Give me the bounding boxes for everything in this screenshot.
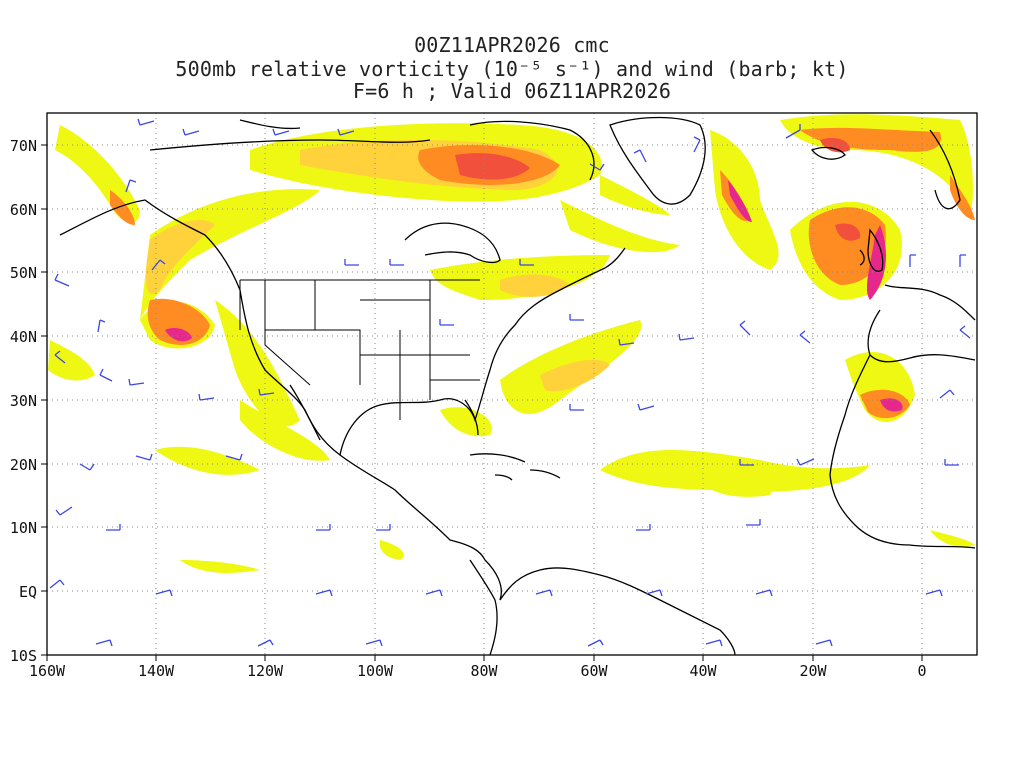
lat-label: 20N — [10, 456, 37, 474]
state-borders — [239, 279, 480, 420]
title-line-2: 500mb relative vorticity (10⁻⁵ s⁻¹) and … — [175, 57, 849, 81]
lon-label: 100W — [357, 662, 394, 680]
lon-label: 140W — [138, 662, 175, 680]
lat-lon-grid — [47, 113, 977, 655]
title-line-3: F=6 h ; Valid 06Z11APR2026 — [352, 79, 672, 103]
axis-ticks — [41, 144, 923, 661]
coastlines — [59, 116, 976, 655]
lon-labels: 160W 140W 120W 100W 80W 60W 40W 20W 0 — [29, 662, 927, 680]
plot-frame — [46, 112, 978, 656]
lon-label: 160W — [29, 662, 66, 680]
map-plot-area — [47, 113, 977, 655]
lat-label: 10S — [10, 647, 37, 665]
lon-label: 0 — [917, 662, 926, 680]
lat-label: 50N — [10, 264, 37, 282]
lon-label: 60W — [580, 662, 608, 680]
lon-label: 80W — [470, 662, 498, 680]
lat-labels: 10S EQ 10N 20N 30N 40N 50N 60N 70N — [10, 137, 37, 665]
lat-label: EQ — [19, 583, 37, 601]
wind-barbs — [49, 118, 971, 647]
lat-label: 60N — [10, 201, 37, 219]
lat-label: 10N — [10, 519, 37, 537]
lon-label: 20W — [799, 662, 827, 680]
lon-label: 40W — [689, 662, 717, 680]
lat-label: 40N — [10, 328, 37, 346]
lat-label: 30N — [10, 392, 37, 410]
title-line-1: 00Z11APR2026 cmc — [414, 33, 610, 57]
vorticity-shading-high — [110, 127, 975, 419]
lat-label: 70N — [10, 137, 37, 155]
lon-label: 120W — [247, 662, 284, 680]
